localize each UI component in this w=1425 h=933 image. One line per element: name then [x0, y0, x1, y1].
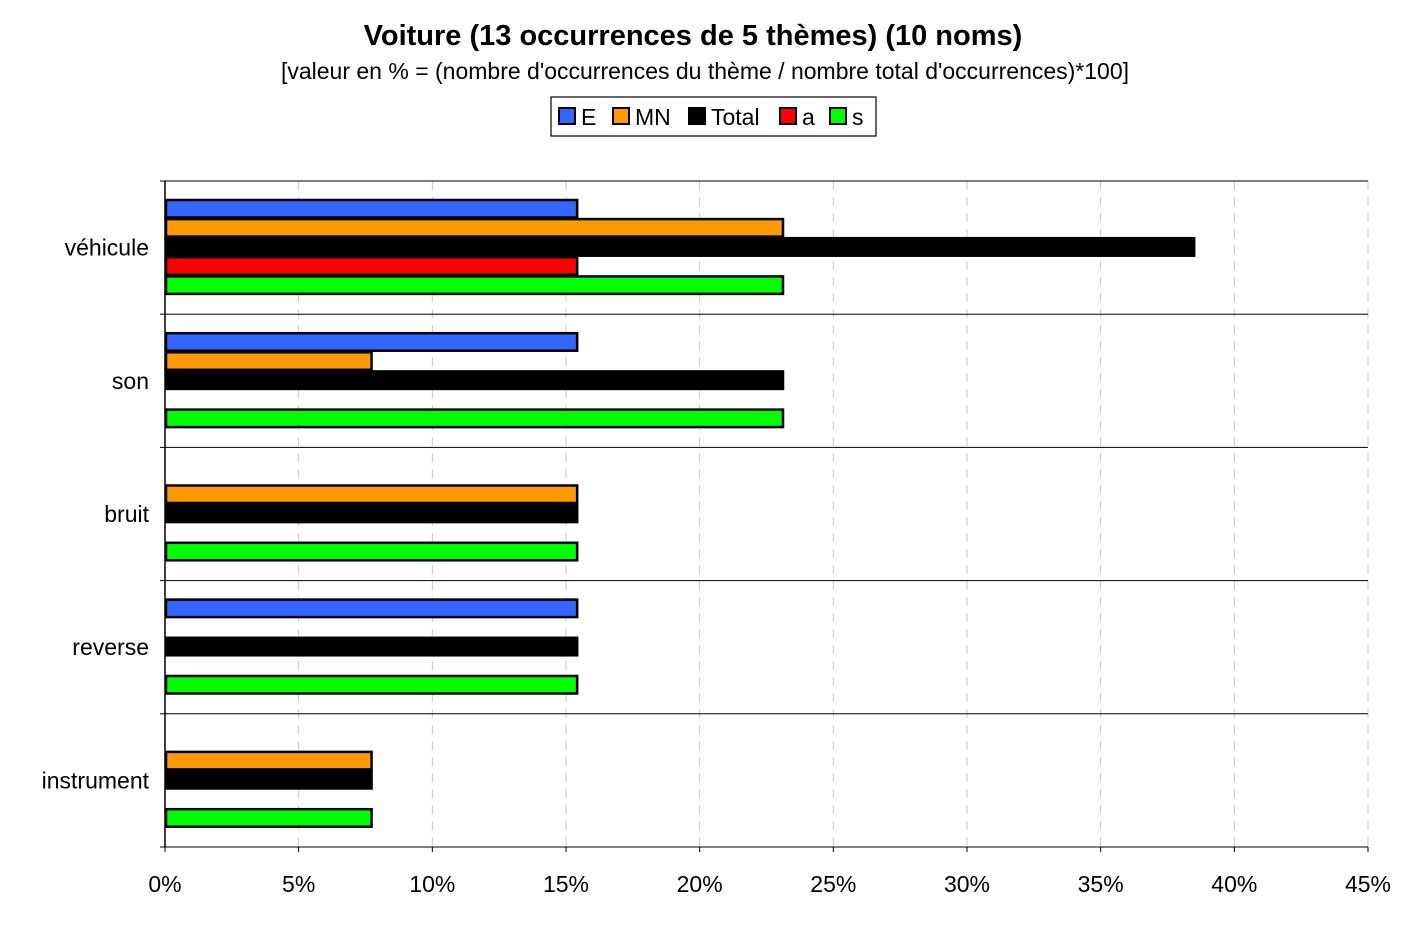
legend-label: s — [852, 104, 864, 130]
x-tick-label: 0% — [148, 871, 181, 897]
x-tick-label: 10% — [409, 871, 455, 897]
category-label: bruit — [104, 501, 149, 527]
bar-s-3 — [164, 674, 579, 695]
bar-total-1 — [164, 370, 785, 391]
x-tick-label: 30% — [944, 871, 990, 897]
legend-swatch — [688, 107, 706, 125]
legend-label: Total — [711, 104, 760, 130]
x-tick-label: 25% — [810, 871, 856, 897]
bar-s-0 — [164, 275, 785, 296]
legend-swatch — [612, 107, 630, 125]
x-tick-label: 5% — [282, 871, 315, 897]
legend-box — [550, 96, 877, 137]
category-label: instrument — [42, 767, 150, 793]
legend: E MN Total a s — [550, 96, 877, 137]
bar-mn-1 — [164, 351, 373, 372]
chart-subtitle: [valeur en % = (nombre d'occurrences du … — [281, 58, 1129, 84]
bar-total-4 — [164, 769, 373, 790]
bar-e-3 — [164, 598, 579, 619]
bar-mn-0 — [164, 217, 785, 238]
legend-label: a — [802, 104, 815, 130]
x-tick-label: 40% — [1211, 871, 1257, 897]
bar-a-0 — [164, 256, 579, 277]
bar-s-1 — [164, 408, 785, 429]
category-label: son — [112, 368, 149, 394]
bar-total-3 — [164, 636, 579, 657]
bar-mn-2 — [164, 484, 579, 505]
bar-e-1 — [164, 331, 579, 352]
bar-s-4 — [164, 807, 373, 828]
legend-label: E — [581, 104, 596, 130]
legend-swatch — [779, 107, 797, 125]
legend-swatch — [829, 107, 847, 125]
x-tick-label: 45% — [1345, 871, 1391, 897]
labels: 0% 5% 10% 15% 20% 25% 30% 35% 40% 45% véhicule son b… — [42, 235, 1391, 897]
category-label: reverse — [72, 634, 149, 660]
legend-label: MN — [635, 104, 671, 130]
bar-total-2 — [164, 503, 579, 524]
bar-mn-4 — [164, 750, 373, 771]
bar-total-0 — [164, 236, 1196, 257]
bar-s-2 — [164, 541, 579, 562]
bar-e-0 — [164, 198, 579, 219]
category-label: véhicule — [65, 235, 149, 261]
x-tick-label: 15% — [543, 871, 589, 897]
x-tick-label: 35% — [1078, 871, 1124, 897]
legend-swatch — [558, 107, 576, 125]
bars — [164, 198, 1196, 828]
x-tick-label: 20% — [677, 871, 723, 897]
chart-title: Voiture (13 occurrences de 5 thèmes) (10… — [364, 20, 1023, 52]
axes — [160, 180, 1369, 852]
